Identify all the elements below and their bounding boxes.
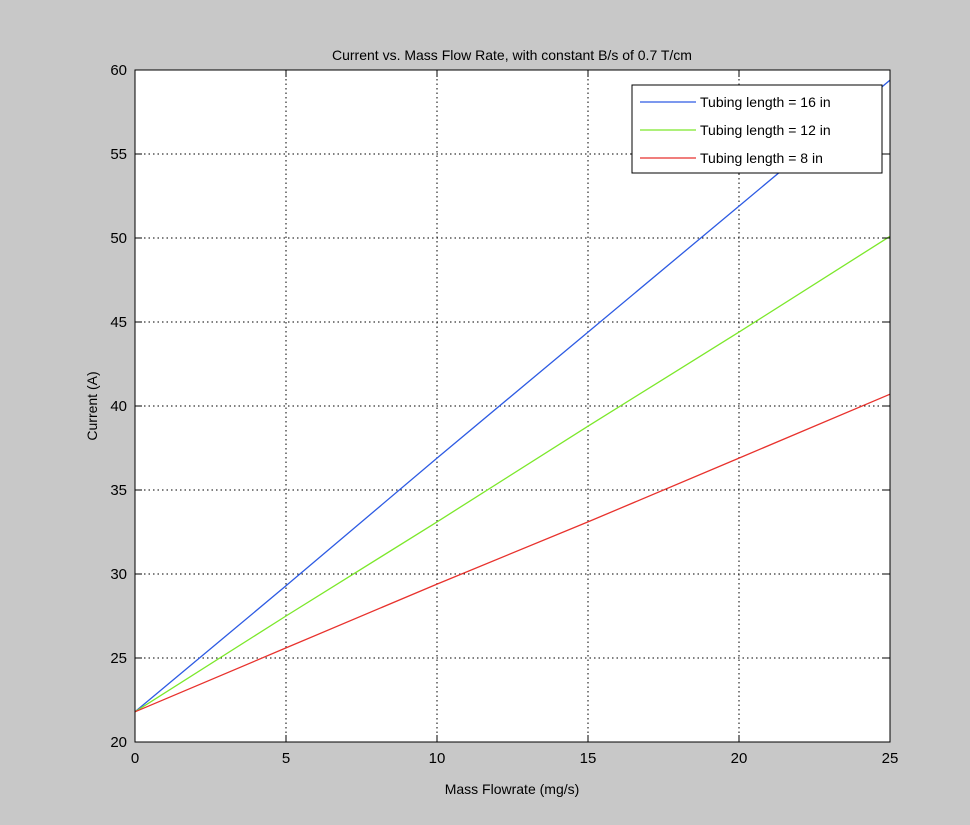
series-line-1 xyxy=(134,79,891,713)
x-tick-label: 5 xyxy=(282,750,290,767)
legend-label-2: Tubing length = 12 in xyxy=(700,122,831,138)
y-tick-label: 20 xyxy=(110,734,127,751)
x-tick-label: 10 xyxy=(429,750,446,767)
y-tick-label: 55 xyxy=(110,146,127,163)
y-axis-label: Current (A) xyxy=(84,371,100,440)
series-lines xyxy=(134,79,891,713)
y-tick-label: 40 xyxy=(110,398,127,415)
x-tick-labels: 0 5 10 15 20 25 xyxy=(131,750,899,767)
y-tick-label: 35 xyxy=(110,482,127,499)
x-tick-label: 25 xyxy=(882,750,899,767)
plot-area xyxy=(135,70,890,742)
legend: Tubing length = 16 in Tubing length = 12 … xyxy=(631,84,883,174)
x-axis-label: Mass Flowrate (mg/s) xyxy=(445,781,580,797)
legend-label-3: Tubing length = 8 in xyxy=(700,150,823,166)
y-tick-label: 30 xyxy=(110,566,127,583)
series-line-3 xyxy=(134,393,891,713)
y-tick-label: 50 xyxy=(110,230,127,247)
y-tick-label: 60 xyxy=(110,62,127,79)
ticks xyxy=(134,69,891,743)
series-line-2 xyxy=(134,235,891,713)
x-tick-label: 15 xyxy=(580,750,597,767)
x-tick-label: 0 xyxy=(131,750,139,767)
y-tick-label: 45 xyxy=(110,314,127,331)
y-tick-label: 25 xyxy=(110,650,127,667)
legend-label-1: Tubing length = 16 in xyxy=(700,94,831,110)
y-tick-labels: 20 25 30 35 40 45 50 55 60 xyxy=(110,62,127,751)
chart-title: Current vs. Mass Flow Rate, with constan… xyxy=(332,47,692,63)
x-tick-label: 20 xyxy=(731,750,748,767)
